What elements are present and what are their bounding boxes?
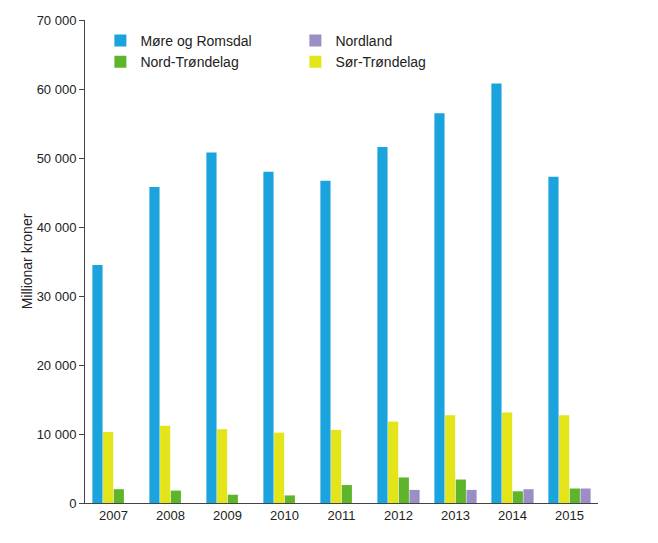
svg-text:2011: 2011: [328, 508, 356, 523]
svg-text:30 000: 30 000: [37, 289, 77, 304]
svg-text:2013: 2013: [441, 508, 470, 523]
svg-text:2012: 2012: [384, 508, 413, 523]
svg-text:Millionar kroner: Millionar kroner: [19, 213, 35, 309]
svg-text:Møre og Romsdal: Møre og Romsdal: [140, 33, 251, 49]
svg-text:40 000: 40 000: [37, 220, 77, 235]
svg-text:2008: 2008: [156, 508, 185, 523]
svg-text:50 000: 50 000: [37, 151, 77, 166]
svg-text:2007: 2007: [99, 508, 128, 523]
svg-text:2015: 2015: [555, 508, 584, 523]
svg-text:0: 0: [69, 496, 76, 511]
svg-text:70 000: 70 000: [37, 13, 77, 28]
svg-text:2009: 2009: [213, 508, 242, 523]
svg-text:2010: 2010: [270, 508, 299, 523]
svg-text:60 000: 60 000: [37, 82, 77, 97]
svg-text:20 000: 20 000: [37, 358, 77, 373]
svg-text:10 000: 10 000: [37, 427, 77, 442]
svg-text:2014: 2014: [498, 508, 527, 523]
svg-text:Sør-Trøndelag: Sør-Trøndelag: [335, 54, 426, 70]
svg-text:Nord-Trøndelag: Nord-Trøndelag: [140, 54, 238, 70]
svg-text:Nordland: Nordland: [335, 33, 392, 49]
